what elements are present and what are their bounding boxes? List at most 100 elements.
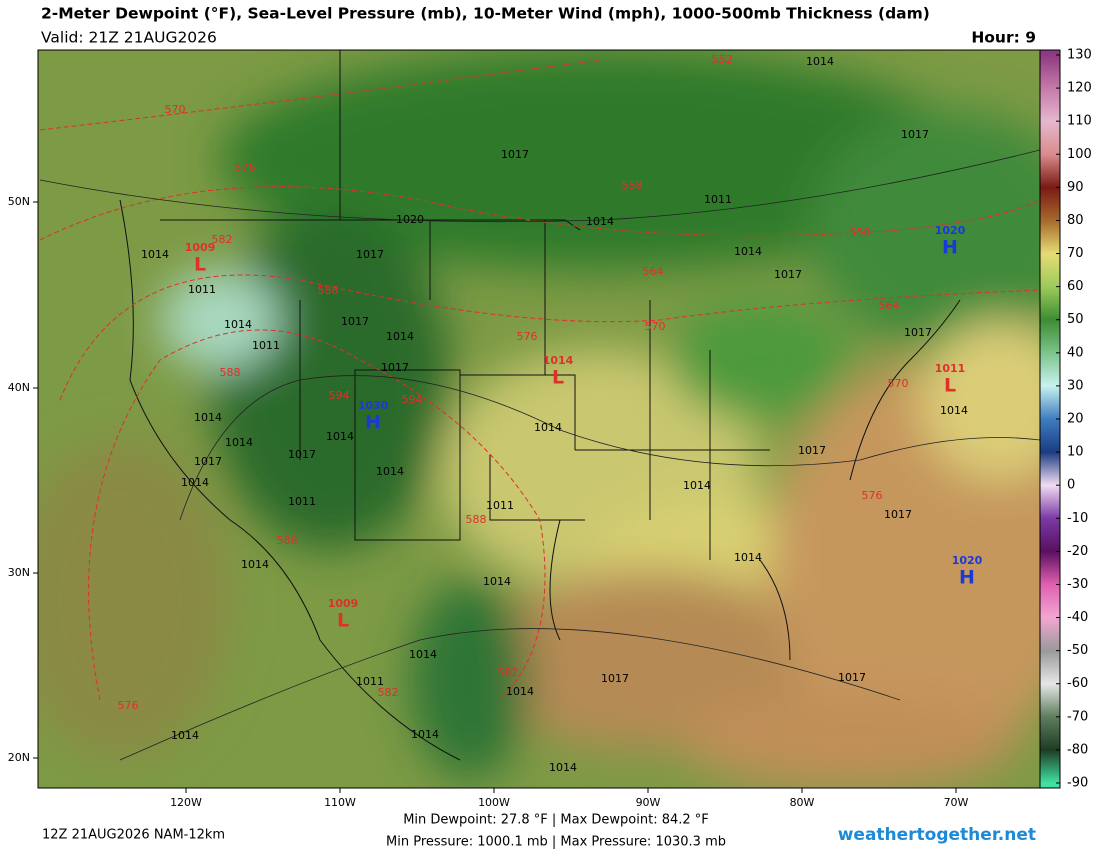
isobar-label: 1014	[534, 421, 562, 434]
thickness-label: 582	[378, 686, 399, 699]
isobar-label: 1011	[486, 499, 514, 512]
isobar-label: 1014	[483, 575, 511, 588]
thickness-label: 588	[220, 366, 241, 379]
isobar-label: 1014	[181, 476, 209, 489]
isobar-label: 1014	[411, 728, 439, 741]
isobar-label: 1014	[586, 215, 614, 228]
isobar-label: 1014	[506, 685, 534, 698]
dewpoint-range: Min Dewpoint: 27.8 °F | Max Dewpoint: 84…	[403, 813, 709, 828]
isobar-label: 1017	[601, 672, 629, 685]
colorbar-label: 120	[1067, 81, 1092, 96]
isobar-label: 1014	[194, 411, 222, 424]
site-credit: weathertogether.net	[838, 825, 1036, 845]
isobar-label: 1014	[376, 465, 404, 478]
isobar-label: 1017	[356, 248, 384, 261]
lon-label: 90W	[636, 796, 661, 809]
thickness-label: 588	[318, 284, 339, 297]
isobar-label: 1017	[884, 508, 912, 521]
thickness-label: 576	[862, 489, 883, 502]
pressure-range: Min Pressure: 1000.1 mb | Max Pressure: …	[386, 835, 726, 850]
thickness-label: 582	[212, 233, 233, 246]
thickness-label: 570	[645, 320, 666, 333]
colorbar-label: 10	[1067, 445, 1084, 460]
colorbar-label: 30	[1067, 378, 1084, 393]
colorbar-label: -70	[1067, 709, 1088, 724]
isobar-label: 1017	[341, 315, 369, 328]
model-run: 12Z 21AUG2026 NAM-12km	[42, 828, 225, 843]
center-letter: L	[337, 610, 349, 632]
thickness-label: 564	[879, 299, 900, 312]
isobar-label: 1014	[225, 436, 253, 449]
center-letter: L	[944, 375, 956, 397]
colorbar-label: -60	[1067, 676, 1088, 691]
center-pressure: 1011	[935, 362, 966, 375]
thickness-label: 552	[712, 53, 733, 66]
map-area	[38, 50, 1040, 788]
colorbar-label: -90	[1067, 776, 1088, 791]
colorbar-label: -40	[1067, 610, 1088, 625]
isobar-label: 1014	[549, 761, 577, 774]
colorbar-label: -80	[1067, 742, 1088, 757]
center-letter: H	[942, 237, 958, 259]
thickness-label: 594	[402, 393, 423, 406]
isobar-label: 1014	[224, 318, 252, 331]
thickness-label: 576	[235, 161, 256, 174]
center-letter: H	[959, 567, 975, 589]
thickness-label: 570	[165, 103, 186, 116]
colorbar-label: 80	[1067, 213, 1084, 228]
thickness-label: 576	[118, 699, 139, 712]
center-letter: L	[194, 254, 206, 276]
thickness-label: 582	[498, 666, 519, 679]
isobar-label: 1017	[194, 455, 222, 468]
center-pressure: 1009	[185, 241, 216, 254]
isobar-label: 1011	[288, 495, 316, 508]
isobar-label: 1014	[683, 479, 711, 492]
colorbar-label: 110	[1067, 114, 1092, 129]
isobar-label: 1011	[252, 339, 280, 352]
isobar-label: 1014	[241, 558, 269, 571]
colorbar-label: 0	[1067, 478, 1075, 493]
thickness-label: 588	[466, 513, 487, 526]
isobar-label: 1017	[838, 671, 866, 684]
lat-label: 20N	[8, 751, 30, 764]
isobar-label: 1014	[326, 430, 354, 443]
colorbar-label: -30	[1067, 577, 1088, 592]
lat-label: 30N	[8, 566, 30, 579]
isobar-label: 1014	[734, 551, 762, 564]
isobar-label: 1020	[396, 213, 424, 226]
lat-label: 50N	[8, 195, 30, 208]
isobar-label: 1017	[288, 448, 316, 461]
center-pressure: 1009	[328, 597, 359, 610]
thickness-label: 570	[888, 377, 909, 390]
colorbar-label: 70	[1067, 246, 1084, 261]
center-letter: L	[552, 367, 564, 389]
title: 2-Meter Dewpoint (°F), Sea-Level Pressur…	[41, 5, 930, 23]
lon-label: 70W	[944, 796, 969, 809]
center-pressure: 1020	[952, 554, 983, 567]
isobar-label: 1014	[940, 404, 968, 417]
isobar-label: 1014	[171, 729, 199, 742]
colorbar-label: -20	[1067, 544, 1088, 559]
thickness-label: 594	[329, 389, 350, 402]
isobar-label: 1011	[704, 193, 732, 206]
colorbar-label: 100	[1067, 147, 1092, 162]
colorbar-label: -10	[1067, 511, 1088, 526]
isobar-label: 1014	[734, 245, 762, 258]
colorbar-label: 20	[1067, 412, 1084, 427]
isobar-label: 1011	[356, 675, 384, 688]
center-letter: H	[365, 412, 381, 434]
lon-label: 80W	[790, 796, 815, 809]
isobar-label: 1014	[386, 330, 414, 343]
colorbar-label: 40	[1067, 345, 1084, 360]
lat-label: 40N	[8, 381, 30, 394]
thickness-label: 576	[517, 330, 538, 343]
isobar-label: 1011	[188, 283, 216, 296]
dewpoint-field	[38, 50, 1040, 788]
isobar-label: 1014	[409, 648, 437, 661]
isobar-label: 1014	[806, 55, 834, 68]
lon-label: 100W	[478, 796, 510, 809]
colorbar-label: -50	[1067, 643, 1088, 658]
isobar-label: 1017	[774, 268, 802, 281]
